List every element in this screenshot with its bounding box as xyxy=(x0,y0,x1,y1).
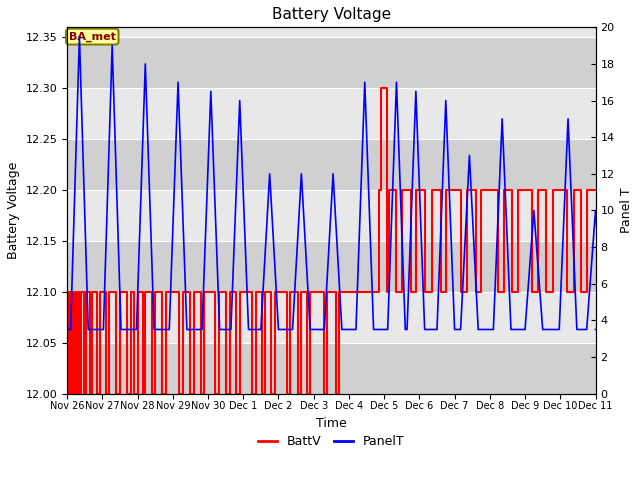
Text: BA_met: BA_met xyxy=(69,32,116,42)
Bar xyxy=(67,241,595,292)
Y-axis label: Panel T: Panel T xyxy=(620,188,633,233)
X-axis label: Time: Time xyxy=(316,417,347,430)
Legend: BattV, PanelT: BattV, PanelT xyxy=(253,430,410,453)
Bar xyxy=(67,292,595,343)
Bar xyxy=(67,88,595,139)
Bar xyxy=(67,139,595,190)
Bar xyxy=(67,343,595,394)
Title: Battery Voltage: Battery Voltage xyxy=(272,7,391,22)
Bar xyxy=(67,37,595,88)
Bar xyxy=(67,190,595,241)
Y-axis label: Battery Voltage: Battery Voltage xyxy=(7,162,20,259)
